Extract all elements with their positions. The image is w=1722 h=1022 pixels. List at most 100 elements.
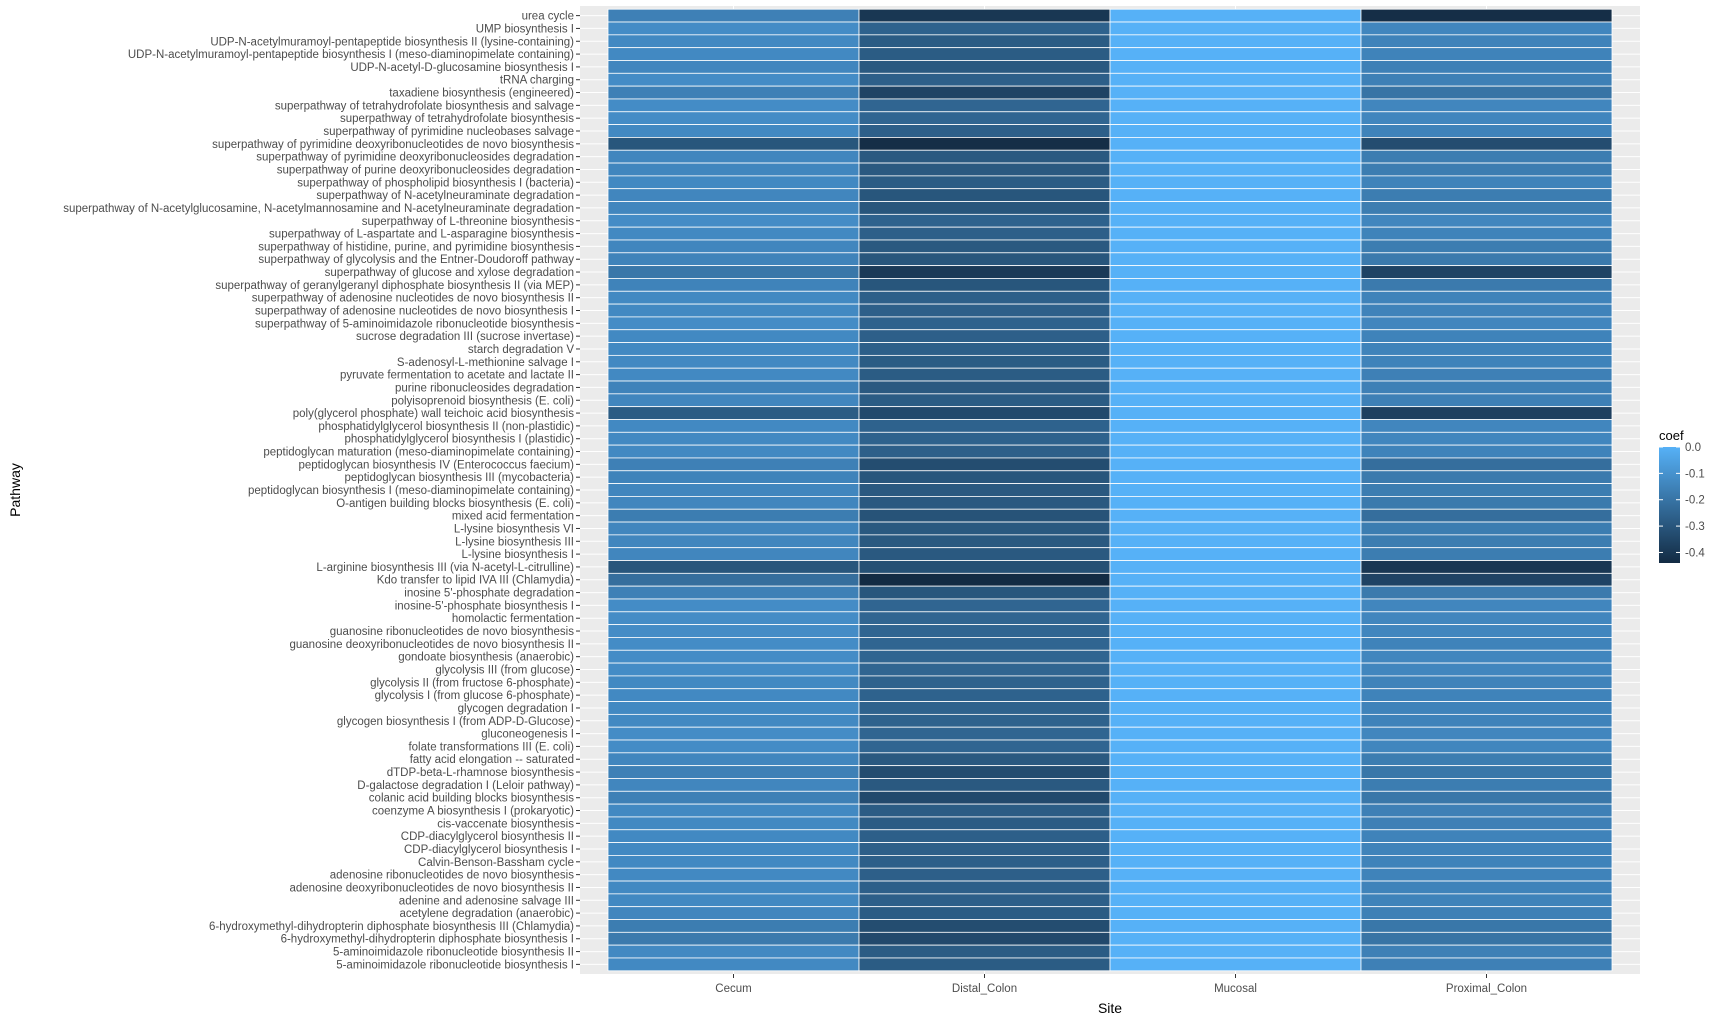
y-tick-label: guanosine deoxyribonucleotides de novo b… bbox=[290, 639, 575, 651]
heatmap-cell bbox=[858, 765, 1111, 779]
heatmap-cell bbox=[1109, 316, 1362, 331]
y-tick-label: inosine 5'-phosphate degradation bbox=[404, 588, 574, 600]
heatmap-cell bbox=[1360, 803, 1613, 818]
heatmap-cell bbox=[1109, 534, 1362, 549]
heatmap-cell bbox=[858, 226, 1111, 241]
y-tick-label: mixed acid fermentation bbox=[452, 511, 574, 523]
heatmap-cell bbox=[607, 329, 860, 343]
heatmap-cell bbox=[607, 803, 860, 818]
heatmap-cell bbox=[1360, 226, 1613, 241]
heatmap-cell bbox=[858, 188, 1111, 202]
x-axis-title: Site bbox=[1098, 1000, 1122, 1016]
heatmap-cell bbox=[1109, 675, 1362, 690]
heatmap-cell bbox=[607, 637, 860, 651]
y-tick-label: glycogen degradation I bbox=[458, 703, 574, 715]
heatmap-cell bbox=[1109, 162, 1362, 177]
y-tick-label: superpathway of 5-aminoimidazole ribonuc… bbox=[255, 318, 574, 330]
heatmap-cell bbox=[1109, 739, 1362, 754]
heatmap-cell bbox=[1360, 662, 1613, 677]
heatmap-cell bbox=[607, 547, 860, 561]
y-tick-label: acetylene degradation (anaerobic) bbox=[399, 908, 574, 920]
heatmap-cell bbox=[1360, 470, 1613, 484]
heatmap-cell bbox=[858, 829, 1111, 843]
heatmap-cell bbox=[1360, 290, 1613, 305]
heatmap-cell bbox=[858, 649, 1111, 664]
heatmap-cell bbox=[1360, 778, 1613, 792]
y-tick-label: phosphatidylglycerol biosynthesis I (pla… bbox=[345, 434, 575, 446]
heatmap-cell bbox=[858, 547, 1111, 561]
heatmap-cell bbox=[1360, 149, 1613, 164]
heatmap-cell bbox=[1360, 406, 1613, 420]
heatmap-cell bbox=[858, 342, 1111, 356]
heatmap-cell bbox=[1360, 431, 1613, 446]
heatmap-cell bbox=[858, 713, 1111, 728]
heatmap-cell bbox=[858, 201, 1111, 215]
y-tick-label: superpathway of purine deoxyribonucleosi… bbox=[277, 164, 574, 176]
heatmap-cell bbox=[607, 585, 860, 600]
heatmap-cell bbox=[1109, 419, 1362, 433]
y-tick-label: poly(glycerol phosphate) wall teichoic a… bbox=[293, 408, 575, 420]
heatmap-cell bbox=[1109, 252, 1362, 267]
heatmap-cell bbox=[1109, 278, 1362, 292]
heatmap-cell bbox=[858, 816, 1111, 831]
heatmap-cell bbox=[1360, 624, 1613, 638]
y-tick-label: tRNA charging bbox=[500, 75, 574, 87]
heatmap-cell bbox=[858, 316, 1111, 331]
heatmap-cell bbox=[858, 85, 1111, 100]
heatmap-cell bbox=[607, 508, 860, 523]
y-tick-label: inosine-5'-phosphate biosynthesis I bbox=[395, 600, 574, 612]
heatmap-cell bbox=[607, 893, 860, 908]
heatmap-cell bbox=[607, 354, 860, 369]
heatmap-cell bbox=[1109, 611, 1362, 626]
heatmap-cell bbox=[1109, 649, 1362, 664]
y-tick-label: gluconeogenesis I bbox=[481, 729, 574, 741]
heatmap-cell bbox=[607, 931, 860, 946]
heatmap-cell bbox=[1360, 98, 1613, 113]
heatmap-cell bbox=[858, 98, 1111, 113]
heatmap-cell bbox=[1360, 419, 1613, 433]
y-tick-label: adenosine ribonucleotides de novo biosyn… bbox=[330, 870, 574, 882]
heatmap-cell bbox=[1109, 521, 1362, 536]
y-tick-label: adenine and adenosine salvage III bbox=[399, 895, 574, 907]
heatmap-cell bbox=[607, 598, 860, 613]
heatmap-cell bbox=[858, 406, 1111, 420]
heatmap-cell bbox=[1109, 752, 1362, 767]
y-tick-label: superpathway of phospholipid biosynthesi… bbox=[297, 177, 574, 189]
heatmap-cell bbox=[858, 598, 1111, 613]
heatmap-cell bbox=[858, 880, 1111, 895]
heatmap-cell bbox=[607, 752, 860, 767]
y-tick-label: peptidoglycan biosynthesis III (mycobact… bbox=[345, 472, 575, 484]
heatmap-cell bbox=[1360, 483, 1613, 497]
heatmap-cell bbox=[858, 752, 1111, 767]
heatmap-cell bbox=[858, 34, 1111, 49]
heatmap-cell bbox=[858, 8, 1111, 23]
heatmap-cell bbox=[1109, 380, 1362, 395]
heatmap-cell bbox=[1360, 124, 1613, 138]
heatmap-cell bbox=[858, 893, 1111, 908]
y-tick-label: folate transformations III (E. coli) bbox=[408, 741, 574, 753]
heatmap-cell bbox=[858, 637, 1111, 651]
heatmap-cell bbox=[607, 829, 860, 843]
heatmap-cell bbox=[607, 688, 860, 702]
heatmap-cell bbox=[607, 34, 860, 49]
heatmap-cell bbox=[858, 508, 1111, 523]
heatmap-cell bbox=[858, 726, 1111, 741]
heatmap-cell bbox=[1360, 842, 1613, 856]
heatmap-cell bbox=[607, 21, 860, 36]
heatmap-cell bbox=[607, 739, 860, 754]
heatmap-cell bbox=[1360, 906, 1613, 920]
x-tick-label: Proximal_Colon bbox=[1446, 983, 1527, 995]
heatmap-cell bbox=[858, 290, 1111, 305]
heatmap-cell bbox=[607, 444, 860, 459]
heatmap-cell bbox=[1109, 803, 1362, 818]
heatmap-cell bbox=[607, 149, 860, 164]
heatmap-cell bbox=[1109, 8, 1362, 23]
heatmap-cell bbox=[1109, 431, 1362, 446]
y-tick-label: 5-aminoimidazole ribonucleotide biosynth… bbox=[336, 959, 574, 971]
y-tick-label: superpathway of L-aspartate and L-aspara… bbox=[269, 229, 574, 241]
y-tick-label: polyisoprenoid biosynthesis (E. coli) bbox=[391, 395, 574, 407]
heatmap-cell bbox=[1109, 60, 1362, 74]
heatmap-cell bbox=[1109, 444, 1362, 459]
heatmap-cell bbox=[607, 175, 860, 190]
heatmap-cell bbox=[607, 419, 860, 433]
